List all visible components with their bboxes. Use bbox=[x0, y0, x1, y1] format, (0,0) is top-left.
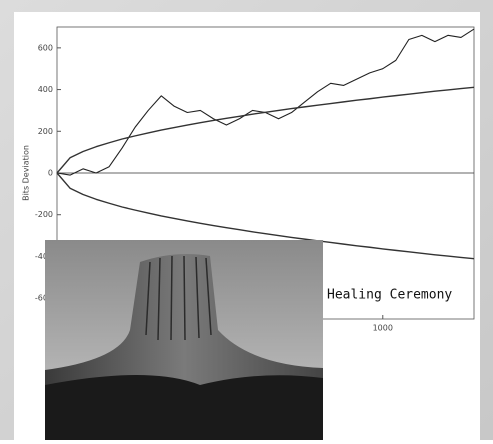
data-line bbox=[56, 86, 475, 174]
y-axis-label: Bits Deviation bbox=[22, 145, 31, 201]
photo bbox=[45, 240, 323, 440]
annotation: Healing Ceremony bbox=[327, 288, 452, 303]
y-tick-label: 0 bbox=[48, 169, 53, 178]
y-tick-label: -400 bbox=[35, 252, 53, 261]
y-tick-label: -600 bbox=[35, 294, 53, 303]
y-tick-label: 200 bbox=[38, 127, 53, 136]
x-tick-label: 1000 bbox=[373, 324, 393, 333]
y-tick-label: 600 bbox=[38, 43, 53, 52]
y-tick-label: 400 bbox=[38, 85, 53, 94]
data-line bbox=[56, 172, 475, 260]
y-tick-label: -200 bbox=[35, 210, 53, 219]
